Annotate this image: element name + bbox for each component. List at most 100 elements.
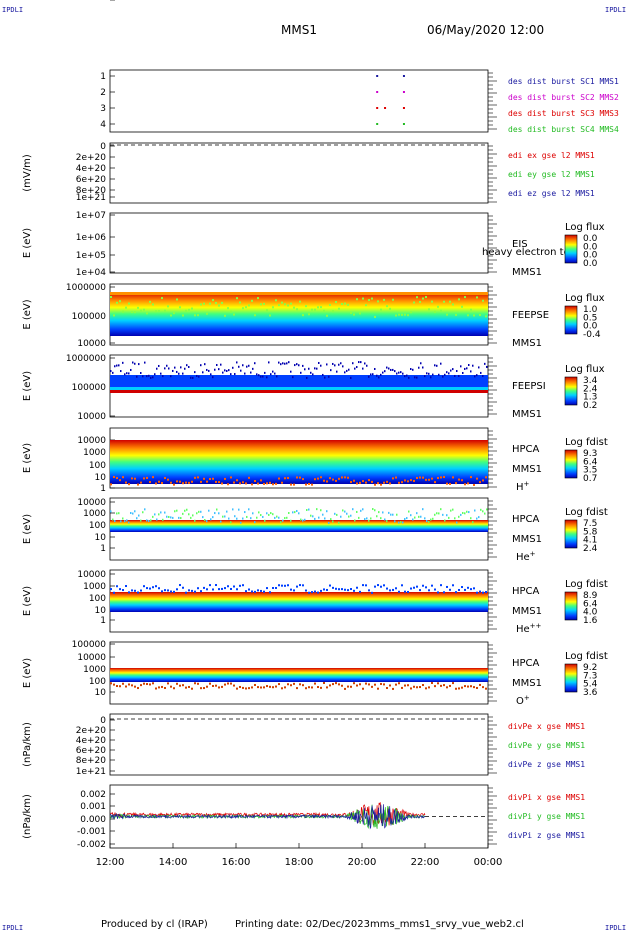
legend-entry: divPi y gse MMS1	[508, 812, 585, 821]
spacecraft-title: MMS1	[281, 23, 317, 37]
colorbar-tick-label: 6.4	[583, 599, 598, 609]
y-tick-label: 0.002	[80, 790, 106, 800]
colorbar-title: Log fdist	[565, 651, 608, 662]
y-tick-label: 1	[100, 544, 106, 554]
y-tick-label: 1e+04	[76, 268, 107, 278]
spectrogram-band	[110, 375, 488, 387]
y-tick-label: 1	[100, 72, 106, 82]
colorbar-tick-label: 5.4	[583, 680, 598, 690]
colorbar-tick-label: 7.3	[583, 671, 597, 681]
footer-produced-by: Produced by cl (IRAP)	[101, 919, 208, 930]
colorbar-tick-label: 0.0	[583, 251, 598, 261]
y-tick-label: 2	[100, 88, 106, 98]
y-tick-label: 3	[100, 104, 106, 114]
panel-frame	[109, 142, 489, 204]
colorbar-tick-label: 1.6	[583, 616, 598, 626]
colorbar-tick-label: 8.9	[583, 591, 598, 601]
instrument-label: HPCA	[512, 658, 540, 669]
spectrogram-band	[110, 668, 488, 682]
panel-frame	[109, 713, 489, 776]
colorbar-tick-label: 2.4	[583, 544, 598, 554]
spacecraft-label: MMS1	[512, 534, 542, 545]
y-tick-label: 0.001	[80, 802, 106, 812]
footer-printing-date: Printing date: 02/Dec/2023	[235, 919, 371, 930]
panel-feepsi: 1000000 100000 10000 E (eV) FEEPSI MMS1 Log fl…	[22, 354, 605, 422]
spacecraft-label: MMS1	[512, 409, 542, 420]
colorbar-tick-label: 9.2	[583, 663, 597, 673]
y-tick-label: -0.001	[77, 827, 106, 837]
footer-file-name: mms_mms1_srvy_vue_web2.cl	[370, 919, 524, 930]
y-axis-label: (nPa/km)	[22, 722, 33, 767]
legend-entry: des dist burst SC1 MMS1	[508, 77, 619, 86]
time-tick-label: 14:00	[159, 857, 188, 868]
burst-mark	[376, 107, 379, 109]
colorbar	[564, 376, 578, 406]
legend-entry: des dist burst SC2 MMS2	[508, 93, 619, 102]
instrument-label: EIS	[512, 239, 528, 250]
colorbar-title: Log flux	[565, 364, 605, 375]
burst-mark	[376, 123, 379, 125]
colorbar	[564, 234, 578, 264]
time-tick-label: 12:00	[96, 857, 125, 868]
burst-mark	[376, 75, 379, 77]
legend-entry: des dist burst SC4 MMS4	[508, 125, 619, 134]
corner-tag-bottom-right: IPDLI	[605, 924, 627, 932]
colorbar-tick-label: 1.3	[583, 393, 597, 403]
y-tick-label: 10000	[77, 339, 106, 349]
instrument-label: FEEPSI	[512, 381, 546, 392]
colorbar-tick-label: 0.0	[583, 234, 598, 244]
y-tick-label: 1000000	[66, 354, 106, 364]
y-tick-label: 10000	[77, 436, 106, 446]
panel-eis: 1e+07 1e+06 1e+05 1e+04 E (eV) EIS MMS1 heavy e…	[22, 211, 605, 278]
y-axis-label: E (eV)	[22, 658, 33, 688]
y-axis-label: E (eV)	[22, 371, 33, 401]
y-tick-label: 6e+20	[76, 746, 107, 756]
y-tick-label: 100	[89, 461, 106, 471]
burst-mark	[402, 107, 405, 109]
y-tick-label: 10	[95, 688, 107, 698]
y-tick-label: 1000	[83, 448, 106, 458]
burst-mark	[376, 91, 379, 93]
colorbar-tick-label: 3.5	[583, 466, 597, 476]
time-axis: 12:00 14:00 16:00 18:00 20:00 22:00 00:00	[96, 843, 502, 868]
colorbar-tick-label: 3.6	[583, 688, 598, 698]
y-axis-label: E (eV)	[22, 586, 33, 616]
y-tick-label: 1e+05	[76, 251, 106, 261]
y-axis-label: E (eV)	[22, 299, 33, 329]
colorbar	[564, 663, 578, 693]
y-tick-label: 100000	[72, 383, 107, 393]
y-tick-label: 100000	[72, 312, 107, 322]
legend-entry: divPe z gse MMS1	[508, 760, 585, 769]
colorbar-tick-label: 7.5	[583, 519, 597, 529]
panel-hpca_hepp: 10000 1000 100 101 E (eV) HPCA MMS1 He++ Log fdi…	[22, 569, 608, 635]
spacecraft-label: MMS1	[512, 338, 542, 349]
y-axis-label: (mV/m)	[22, 154, 33, 192]
y-tick-label: 100000	[72, 640, 107, 650]
species-label: He++	[516, 622, 542, 635]
instrument-label: FEEPSE	[512, 310, 549, 321]
y-tick-label: 10000	[77, 653, 106, 663]
y-tick-label: 1000000	[66, 283, 106, 293]
colorbar	[564, 519, 578, 549]
colorbar-tick-label: 0.0	[583, 322, 598, 332]
colorbar-tick-label: 2.4	[583, 384, 598, 394]
y-tick-label: 10	[95, 533, 107, 543]
y-tick-label: 10000	[77, 570, 106, 580]
species-label: O+	[516, 694, 530, 707]
colorbar-title: Log fdist	[565, 507, 608, 518]
y-tick-label: 10	[95, 606, 107, 616]
time-tick-label: 16:00	[222, 857, 251, 868]
spacecraft-label: MMS1	[512, 267, 542, 278]
y-tick-label: 4e+20	[76, 736, 107, 746]
instrument-label: HPCA	[512, 444, 540, 455]
y-tick-label: 1e+21	[76, 193, 106, 203]
colorbar-tick-label: 0.5	[583, 313, 597, 323]
species-charge: ++	[530, 622, 542, 630]
spacecraft-label: MMS1	[512, 678, 542, 689]
y-tick-label: 100	[89, 521, 106, 531]
y-tick-label: 6e+20	[76, 175, 107, 185]
